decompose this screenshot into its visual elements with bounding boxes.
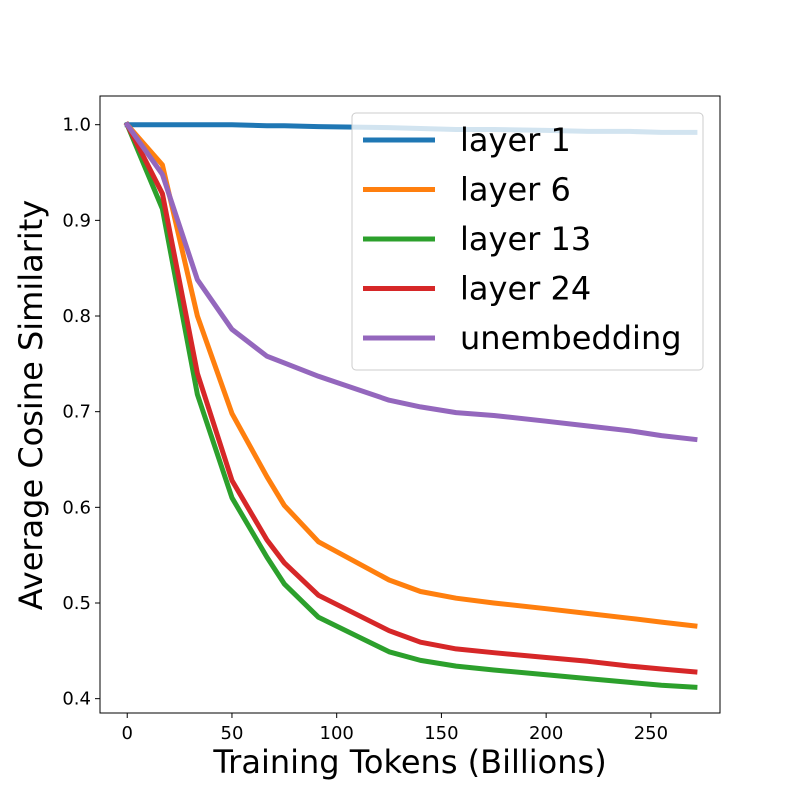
legend-label: layer 24 — [460, 270, 591, 308]
y-axis: 0.4 0.5 0.6 0.7 0.8 0.9 1.0 — [62, 115, 100, 710]
legend-label: layer 1 — [460, 121, 571, 159]
y-tick-label: 0.6 — [62, 497, 91, 518]
legend-item: layer 1 — [363, 121, 571, 159]
series-line-3 — [123, 121, 698, 690]
x-axis: 0 50 100 150 200 250 — [122, 713, 668, 744]
series-line-2 — [123, 121, 698, 629]
y-tick-label: 0.4 — [62, 689, 91, 710]
y-axis-title: Average Cosine Similarity — [12, 200, 50, 611]
x-tick-label: 0 — [122, 723, 133, 744]
x-tick-label: 50 — [221, 723, 244, 744]
plot-frame — [99, 95, 721, 714]
legend-box — [351, 112, 704, 371]
legend-item: unembedding — [363, 319, 682, 357]
y-tick-label: 0.5 — [62, 593, 91, 614]
x-tick-label: 150 — [424, 723, 458, 744]
legend-label: layer 13 — [460, 220, 591, 258]
y-tick-label: 1.0 — [62, 115, 91, 136]
legend-label: unembedding — [460, 319, 682, 357]
legend-item: layer 24 — [363, 270, 591, 308]
x-tick-label: 200 — [529, 723, 563, 744]
x-tick-label: 100 — [320, 723, 354, 744]
legend-label: layer 6 — [460, 171, 571, 209]
legend-item: layer 6 — [363, 171, 571, 209]
legend: layer 1 layer 6 layer 13 layer 24 unembeddin… — [351, 112, 704, 371]
y-tick-label: 0.7 — [62, 402, 91, 423]
x-axis-title: Training Tokens (Billions) — [212, 743, 606, 781]
y-tick-label: 0.8 — [62, 306, 91, 327]
x-tick-label: 250 — [634, 723, 668, 744]
series-line-4 — [123, 121, 698, 675]
series-layer — [123, 121, 698, 690]
series-line-5 — [123, 121, 698, 443]
y-tick-label: 0.9 — [62, 210, 91, 231]
legend-item: layer 13 — [363, 220, 591, 258]
